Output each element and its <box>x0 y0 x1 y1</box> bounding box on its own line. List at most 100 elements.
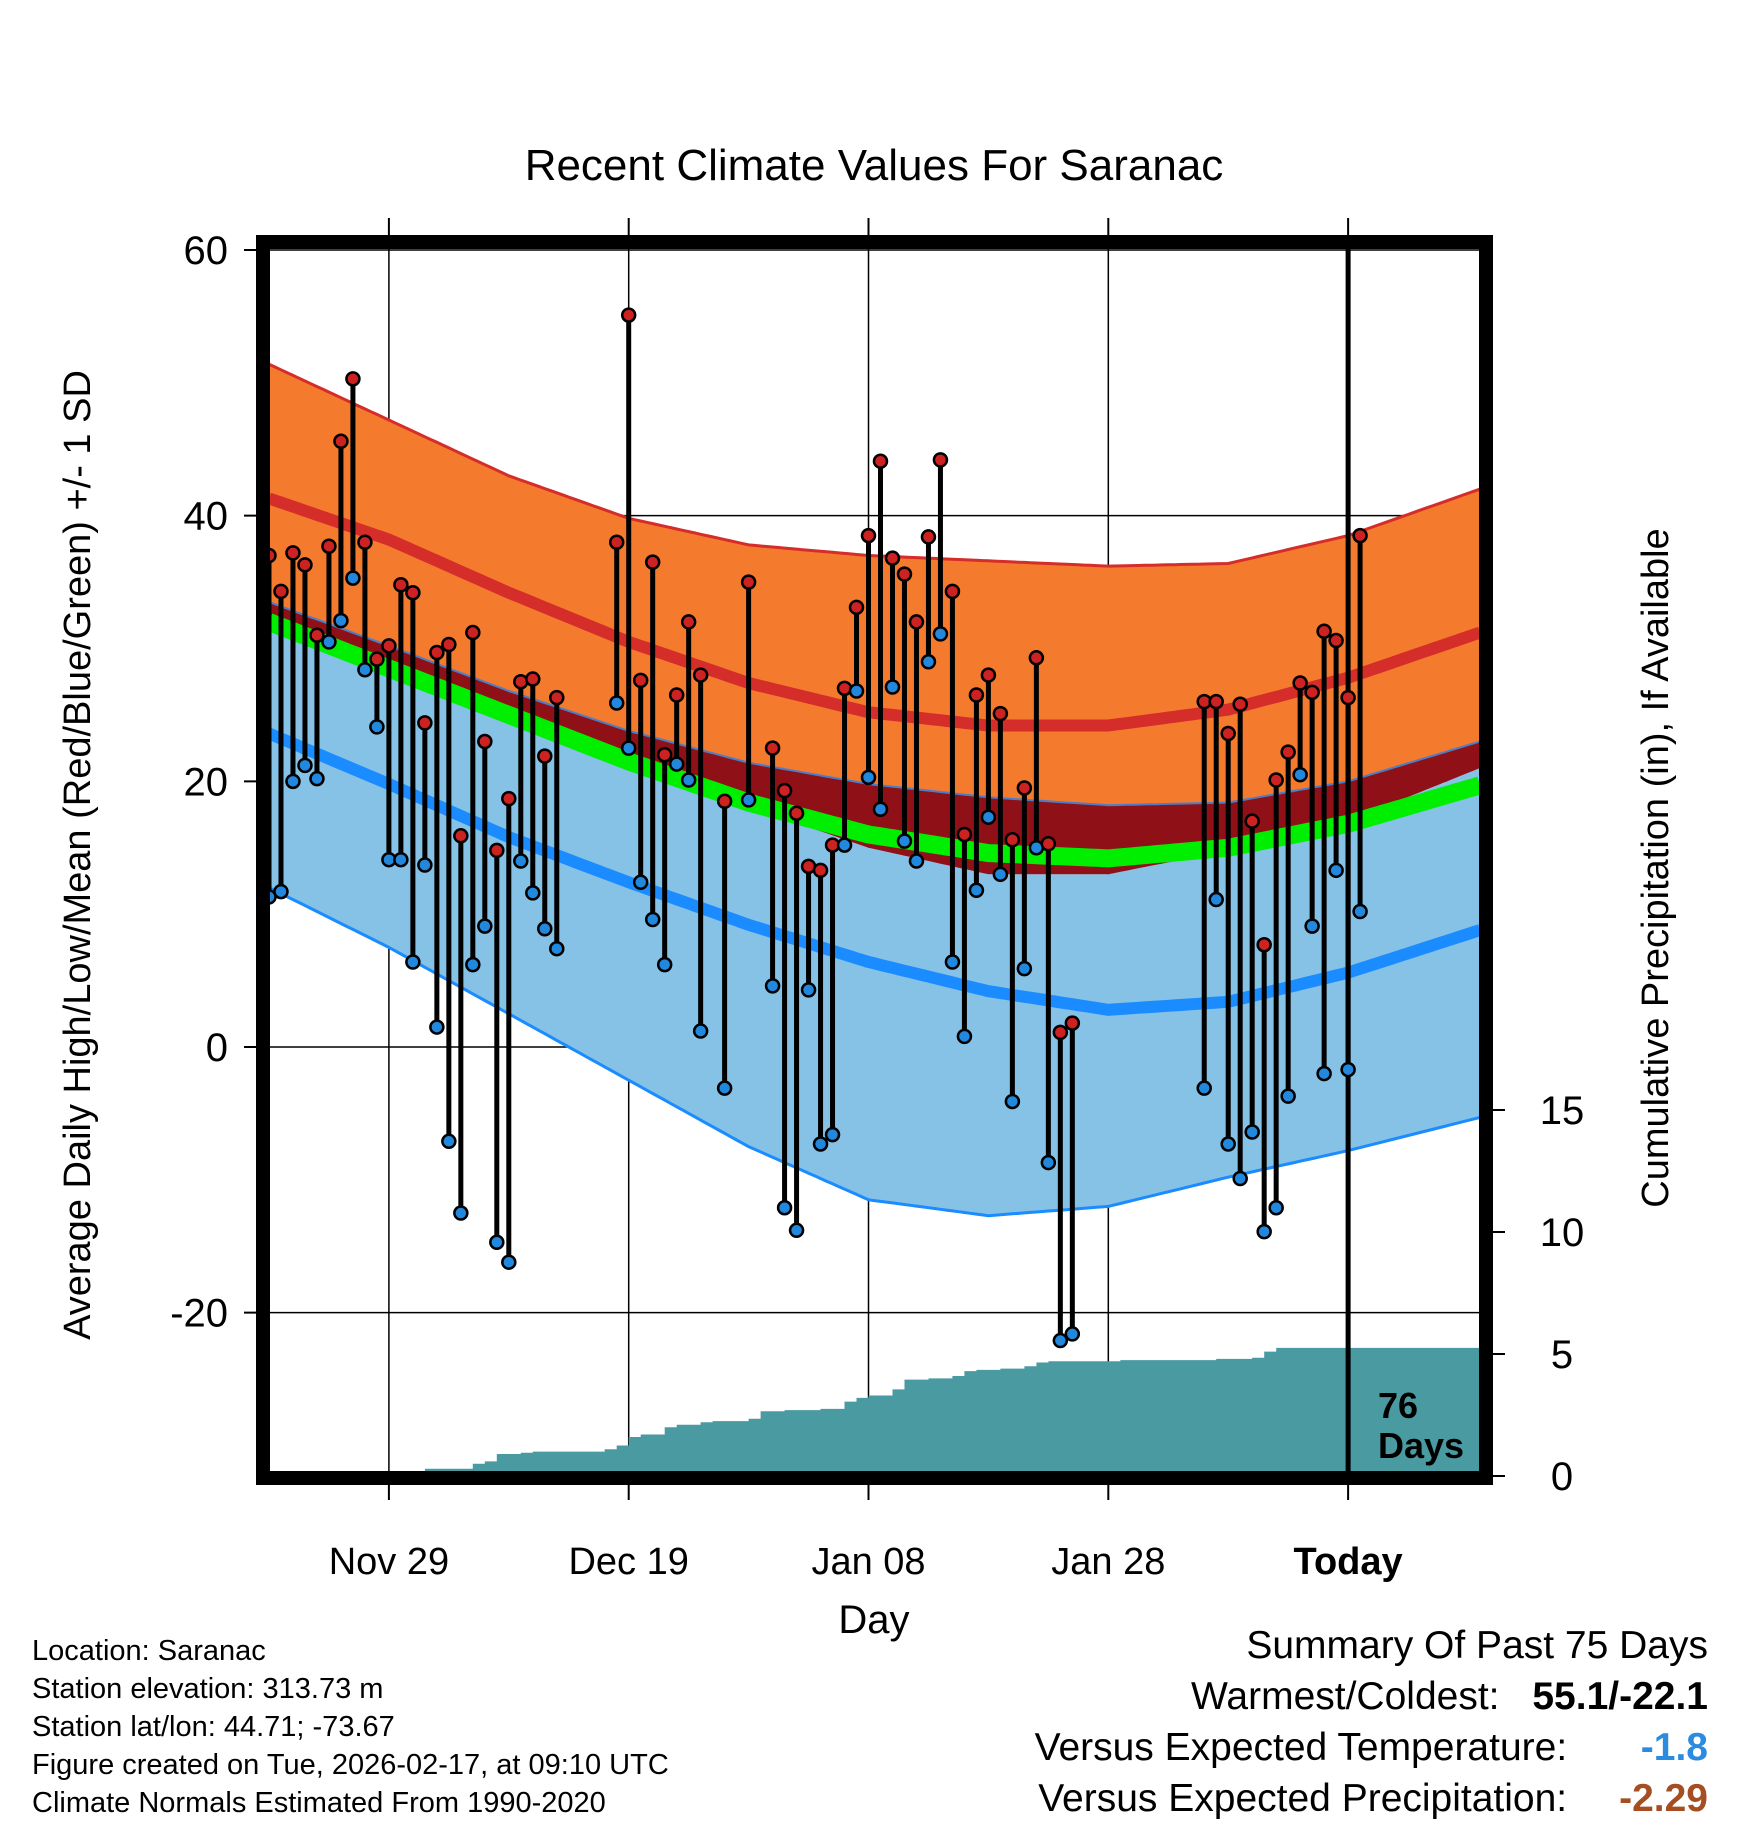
daily-low-point <box>1304 918 1320 934</box>
y-axis-label: Average Daily High/Low/Mean (Red/Blue/Gr… <box>57 370 99 1340</box>
daily-high-point <box>269 547 277 564</box>
daily-high-point <box>992 705 1009 722</box>
summary-precip-label: Versus Expected Precipitation: <box>1038 1777 1568 1820</box>
daily-high-point <box>405 584 421 601</box>
daily-high-point <box>1016 780 1033 796</box>
daily-low-point <box>668 756 685 772</box>
daily-low-point <box>297 757 313 774</box>
daily-low-point <box>1208 891 1224 908</box>
daily-low-point <box>429 1019 445 1035</box>
precip-area <box>412 1347 1480 1472</box>
daily-high-point <box>465 624 481 641</box>
daily-low-point <box>788 1222 805 1239</box>
daily-high-point <box>381 638 397 654</box>
daily-low-point <box>1340 1061 1356 1078</box>
daily-high-point <box>1328 632 1344 649</box>
daily-low-point <box>1004 1093 1021 1110</box>
daily-high-point <box>944 583 961 600</box>
info-latlon: Station lat/lon: 44.71; -73.67 <box>32 1711 395 1743</box>
info-location: Location: Saranac <box>32 1635 266 1667</box>
daily-high-point <box>489 842 505 859</box>
summary-temp-label: Versus Expected Temperature: <box>1034 1726 1568 1769</box>
daily-high-point <box>1256 936 1272 953</box>
daily-low-point <box>489 1234 505 1251</box>
daily-low-point <box>549 940 565 957</box>
info-elevation: Station elevation: 313.73 m <box>32 1673 384 1705</box>
daily-low-point <box>501 1254 517 1270</box>
daily-high-point <box>1244 813 1260 829</box>
daily-high-point <box>980 667 997 683</box>
daily-low-point <box>465 956 481 973</box>
plot-content <box>269 248 1480 1472</box>
daily-high-point <box>956 826 973 843</box>
chart-title: Recent Climate Values For Saranac <box>525 141 1224 190</box>
daily-low-point <box>1052 1332 1069 1349</box>
daily-high-point <box>333 433 349 450</box>
daily-high-point <box>788 805 805 821</box>
daily-low-point <box>632 874 649 891</box>
x-axis-label: Day <box>838 1598 909 1642</box>
daily-high-point <box>908 614 925 630</box>
daily-low-point <box>680 772 697 788</box>
daily-low-point <box>716 1080 733 1096</box>
daily-high-point <box>656 747 673 763</box>
daily-high-point <box>1208 693 1224 710</box>
daily-low-point <box>896 833 913 849</box>
daily-high-point <box>764 740 781 756</box>
y2-tick-label: 0 <box>1551 1455 1573 1499</box>
daily-low-point <box>968 882 985 899</box>
daily-low-point <box>405 954 421 970</box>
daily-high-point <box>285 545 301 561</box>
daily-low-point <box>1016 960 1033 977</box>
daily-low-point <box>1244 1124 1260 1140</box>
daily-low-point <box>656 956 673 973</box>
daily-high-point <box>1280 744 1296 760</box>
daily-high-point <box>872 453 889 469</box>
daily-high-point <box>1316 623 1332 639</box>
daily-high-point <box>680 614 697 630</box>
daily-high-point <box>417 715 433 731</box>
daily-low-point <box>1196 1080 1212 1096</box>
y-tick-label: 40 <box>184 495 229 539</box>
daily-low-point <box>477 918 493 934</box>
daily-low-point <box>1256 1223 1272 1240</box>
daily-high-point <box>668 687 685 703</box>
station-info: Location: Saranac Station elevation: 313… <box>32 1632 669 1822</box>
daily-low-point <box>333 612 349 629</box>
daily-high-point <box>345 371 361 387</box>
daily-low-point <box>1292 766 1308 783</box>
daily-low-point <box>980 809 997 825</box>
daily-high-point <box>860 527 877 544</box>
daily-low-point <box>764 978 781 994</box>
daily-low-point <box>453 1205 469 1221</box>
daily-low-point <box>812 1136 829 1152</box>
daily-low-point <box>321 634 337 650</box>
summary-precip-value: -2.29 <box>1619 1777 1708 1820</box>
daily-low-point <box>956 1028 973 1045</box>
daily-high-point <box>1004 832 1021 848</box>
info-normals: Climate Normals Estimated From 1990-2020 <box>32 1787 606 1819</box>
daily-high-point <box>429 644 445 661</box>
info-created: Figure created on Tue, 2026-02-17, at 09… <box>32 1749 669 1781</box>
summary-panel: Summary Of Past 75 Days Warmest/Coldest:… <box>1035 1620 1708 1824</box>
daily-low-point <box>872 801 889 817</box>
daily-low-point <box>1040 1154 1057 1171</box>
x-tick-label: Today <box>1294 1541 1403 1583</box>
daily-stems <box>269 307 1368 1349</box>
daily-low-point <box>309 770 325 787</box>
plot-area <box>269 248 1480 1472</box>
daily-high-point <box>501 790 517 807</box>
daily-high-point <box>1040 836 1057 852</box>
daily-low-point <box>608 695 625 711</box>
daily-low-point <box>1064 1326 1081 1342</box>
daily-low-point <box>1232 1170 1248 1187</box>
daily-high-point <box>632 672 649 689</box>
daily-high-point <box>273 583 289 600</box>
daily-low-point <box>1316 1065 1332 1082</box>
daily-low-point <box>860 769 877 786</box>
daily-high-point <box>297 557 313 573</box>
daily-high-point <box>525 671 541 687</box>
y2-tick-label: 5 <box>1551 1333 1573 1377</box>
y-tick-label: -20 <box>170 1292 228 1336</box>
y-tick-label: 20 <box>184 760 229 804</box>
